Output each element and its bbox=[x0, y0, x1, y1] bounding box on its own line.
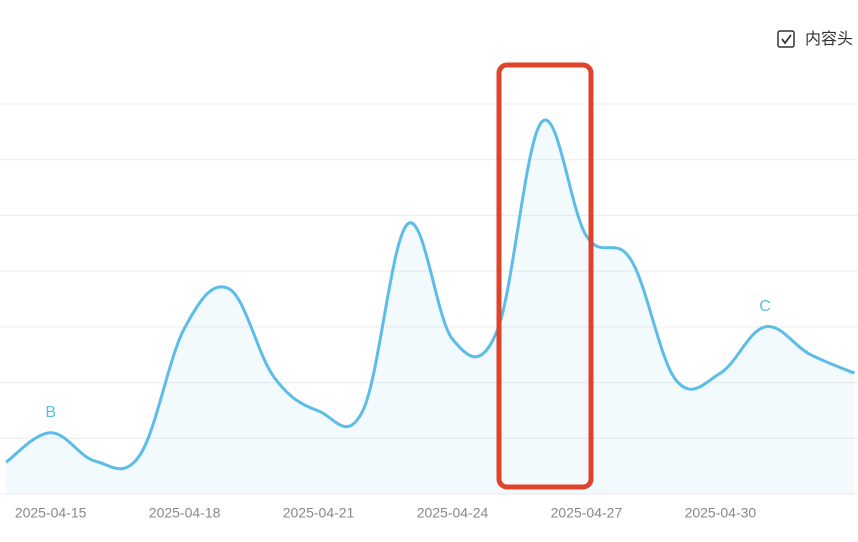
annotation: B bbox=[45, 404, 56, 421]
highlight-box bbox=[496, 62, 594, 490]
legend-label[interactable]: 内容头 bbox=[805, 30, 853, 48]
x-tick-label: 2025-04-27 bbox=[551, 505, 623, 521]
legend-checkbox[interactable] bbox=[777, 30, 795, 48]
x-tick-label: 2025-04-24 bbox=[417, 505, 489, 521]
line bbox=[5, 118, 855, 471]
x-tick-label: 2025-04-30 bbox=[685, 505, 757, 521]
x-tick-label: 2025-04-15 bbox=[15, 505, 87, 521]
x-tick-label: 2025-04-18 bbox=[149, 505, 221, 521]
annotation: C bbox=[759, 298, 771, 315]
area bbox=[6, 119, 855, 494]
legend[interactable]: 内容头 bbox=[777, 30, 853, 48]
x-tick-label: 2025-04-21 bbox=[283, 505, 355, 521]
legend-check bbox=[781, 34, 792, 45]
